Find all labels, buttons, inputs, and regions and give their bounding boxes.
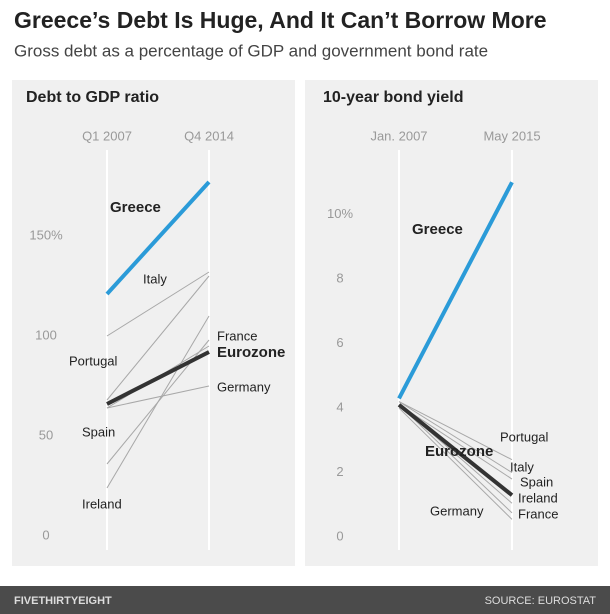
y-tick-label: 2 bbox=[336, 464, 343, 479]
y-tick-label: 10% bbox=[327, 206, 353, 221]
series-line bbox=[105, 180, 211, 296]
series-line bbox=[398, 401, 513, 474]
y-tick-label: 0 bbox=[42, 527, 49, 542]
source: SOURCE: EUROSTAT bbox=[485, 595, 597, 607]
series-label: Eurozone bbox=[217, 344, 285, 361]
series-line bbox=[106, 385, 210, 409]
series-label: France bbox=[518, 506, 558, 521]
series-label: Eurozone bbox=[425, 443, 493, 460]
series-label: Germany bbox=[430, 503, 484, 518]
x-tick-label: Q1 2007 bbox=[82, 128, 132, 143]
series-label: Italy bbox=[510, 459, 534, 474]
series-label: France bbox=[217, 328, 257, 343]
title: Greece’s Debt Is Huge, And It Can’t Borr… bbox=[14, 7, 547, 33]
y-tick-label: 100 bbox=[35, 327, 57, 342]
series-label: Portugal bbox=[500, 429, 549, 444]
x-tick-label: May 2015 bbox=[483, 128, 540, 143]
series-label: Ireland bbox=[82, 496, 122, 511]
series-label: Spain bbox=[520, 474, 553, 489]
brand: FIVETHIRTYEIGHT bbox=[14, 595, 112, 607]
panel bbox=[305, 80, 598, 566]
panel-title: Debt to GDP ratio bbox=[26, 89, 159, 106]
series-label: Greece bbox=[110, 199, 161, 216]
series-label: Greece bbox=[412, 221, 463, 238]
y-tick-label: 50 bbox=[39, 427, 53, 442]
series-line bbox=[397, 403, 514, 497]
series-line bbox=[398, 407, 513, 520]
series-label: Germany bbox=[217, 379, 271, 394]
x-tick-label: Jan. 2007 bbox=[370, 128, 427, 143]
panel-title: 10-year bond yield bbox=[323, 89, 464, 106]
footer bbox=[0, 586, 610, 614]
y-tick-label: 8 bbox=[336, 270, 343, 285]
series-line bbox=[106, 315, 210, 489]
series-line bbox=[106, 350, 210, 406]
panel bbox=[12, 80, 295, 566]
y-tick-label: 0 bbox=[336, 529, 343, 544]
x-tick-label: Q4 2014 bbox=[184, 128, 234, 143]
series-label: Ireland bbox=[518, 490, 558, 505]
y-tick-label: 6 bbox=[336, 335, 343, 350]
series-label: Portugal bbox=[69, 353, 118, 368]
y-tick-label: 150% bbox=[29, 227, 63, 242]
series-line bbox=[106, 271, 210, 337]
subtitle: Gross debt as a percentage of GDP and go… bbox=[14, 41, 488, 60]
series-line bbox=[398, 404, 513, 480]
series-label: Spain bbox=[82, 424, 115, 439]
series-line bbox=[397, 181, 514, 400]
series-line bbox=[398, 401, 513, 461]
series-label: Italy bbox=[143, 271, 167, 286]
series-line bbox=[106, 275, 210, 401]
series-line bbox=[398, 404, 513, 514]
y-tick-label: 4 bbox=[336, 400, 343, 415]
